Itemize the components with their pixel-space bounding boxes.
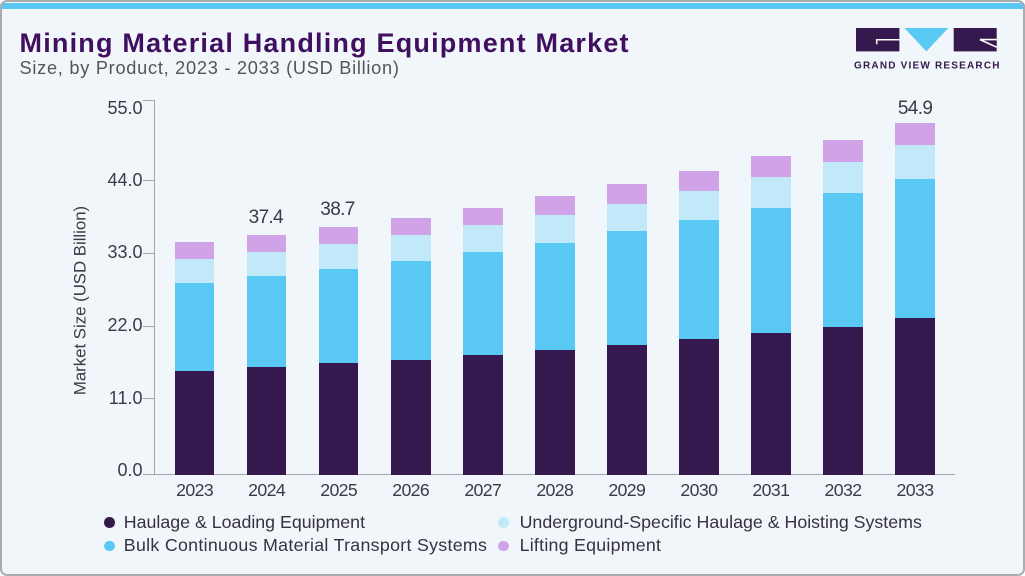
svg-text:GRAND VIEW RESEARCH: GRAND VIEW RESEARCH (854, 60, 1000, 70)
